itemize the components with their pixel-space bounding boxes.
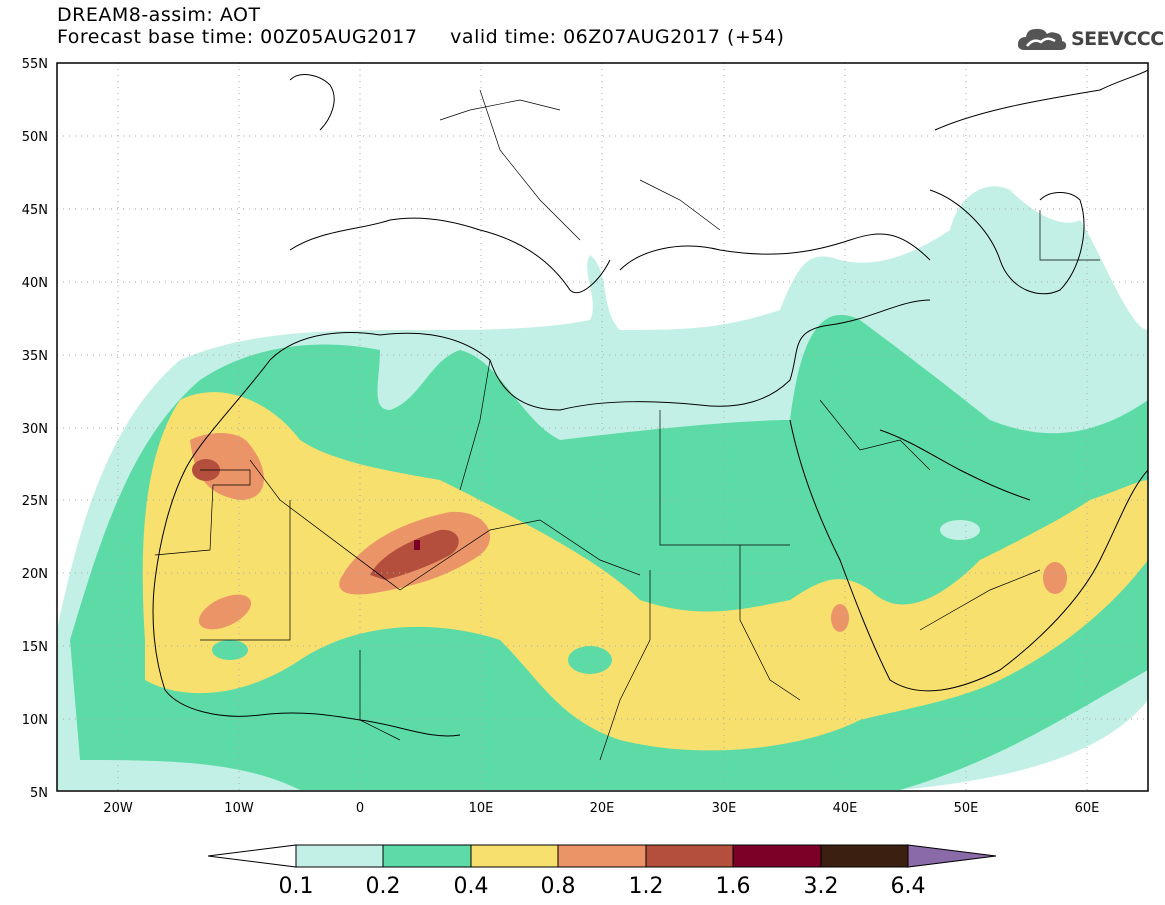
lat-label: 30N — [22, 422, 48, 437]
lat-label: 50N — [22, 130, 48, 145]
lon-label: 50E — [954, 801, 979, 816]
lon-label: 10W — [224, 801, 254, 816]
colorbar-low-triangle — [207, 844, 297, 868]
colorbar-segment — [732, 844, 822, 868]
colorbar-label: 1.2 — [629, 874, 664, 899]
lon-label: 60E — [1075, 801, 1100, 816]
lon-label: 40E — [833, 801, 858, 816]
lon-label: 30E — [712, 801, 737, 816]
lat-label: 25N — [22, 494, 48, 509]
colorbar-segment — [470, 844, 559, 868]
colorbar-segment — [820, 844, 909, 868]
map-frame — [56, 62, 1149, 792]
lat-label: 35N — [22, 349, 48, 364]
lat-label: 15N — [22, 640, 48, 655]
lon-label: 10E — [469, 801, 494, 816]
logo-text: SEEVCCC — [1071, 28, 1164, 50]
forecast-times: Forecast base time: 00Z05AUG2017 valid t… — [57, 26, 785, 48]
contour-0.8 — [190, 433, 264, 500]
colorbar-high-triangle — [907, 844, 997, 868]
aot-field — [57, 186, 1148, 791]
colorbar-segment — [295, 844, 384, 868]
contour-0.4 — [142, 392, 1148, 751]
lat-labels: 55N 50N 45N 40N 35N 30N 25N 20N 15N 10N … — [22, 57, 48, 801]
cloud-logo-icon — [1017, 28, 1067, 50]
map-title: DREAM8-assim: AOT — [57, 4, 261, 26]
lat-label: 10N — [22, 713, 48, 728]
lon-labels: 20W 10W 0 10E 20E 30E 40E 50E 60E — [103, 801, 1099, 816]
colorbar-label: 6.4 — [891, 874, 926, 899]
colorbar-labels: 0.1 0.2 0.4 0.8 1.2 1.6 3.2 6.4 — [279, 874, 926, 899]
colorbar-segment — [382, 844, 472, 868]
colorbar-segment — [557, 844, 647, 868]
colorbar-label: 0.1 — [279, 874, 314, 899]
colorbar-label: 0.4 — [454, 874, 489, 899]
seevccc-logo: SEEVCCC — [1017, 24, 1164, 54]
colorbar — [207, 844, 997, 868]
lon-label: 20E — [590, 801, 615, 816]
colorbar-segment — [645, 844, 734, 868]
lat-label: 55N — [22, 57, 48, 72]
lat-label: 40N — [22, 276, 48, 291]
lon-label: 20W — [103, 801, 133, 816]
country-borders — [154, 89, 1100, 761]
lon-label: 0 — [356, 801, 364, 816]
colorbar-label: 1.6 — [716, 874, 751, 899]
coastlines — [152, 69, 1148, 737]
lat-label: 45N — [22, 203, 48, 218]
colorbar-label: 3.2 — [804, 874, 839, 899]
colorbar-label: 0.8 — [541, 874, 576, 899]
lat-label: 20N — [22, 567, 48, 582]
colorbar-label: 0.2 — [366, 874, 401, 899]
lat-label: 5N — [30, 786, 48, 801]
